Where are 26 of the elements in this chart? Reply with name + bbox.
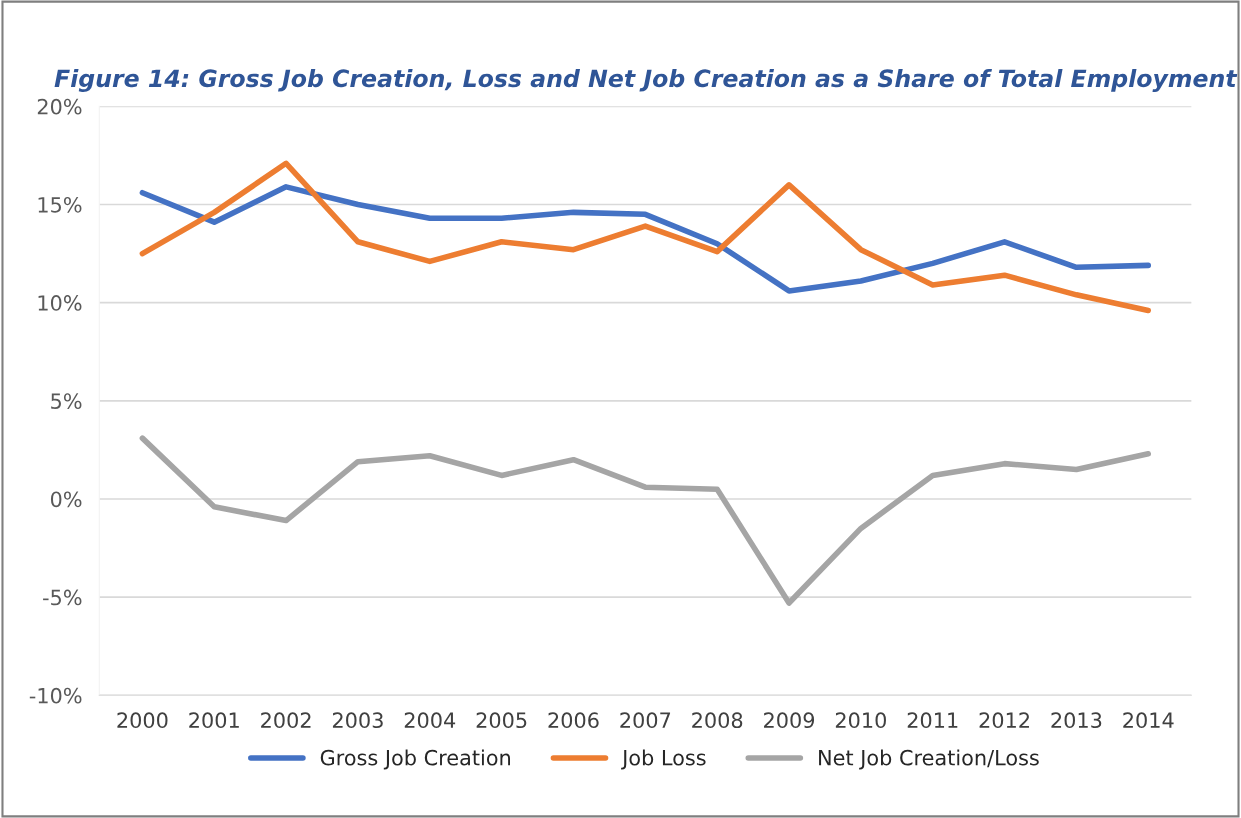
x-tick-label: 2007	[620, 712, 671, 729]
y-tick-label: -10%	[29, 687, 82, 704]
legend-label: Net Job Creation/Loss	[819, 749, 1039, 770]
legend-label: Gross Job Creation	[320, 749, 510, 770]
x-tick-label: 2001	[189, 712, 239, 729]
x-tick-label: 2003	[332, 712, 383, 729]
x-tick-label: 2013	[1051, 712, 1102, 729]
y-tick-label: 15%	[38, 196, 82, 213]
x-tick-label: 2006	[548, 712, 599, 729]
x-tick-label: 2008	[692, 712, 743, 729]
y-tick-label: 0%	[50, 491, 82, 508]
x-tick-label: 2005	[476, 712, 527, 729]
legend-label: Job Loss	[621, 749, 706, 770]
x-tick-label: 2011	[907, 712, 958, 729]
x-tick-label: 2000	[117, 712, 168, 729]
x-tick-label: 2002	[261, 712, 311, 729]
x-tick-label: 2014	[1123, 712, 1174, 729]
y-tick-label: 20%	[37, 98, 82, 115]
x-tick-label: 2004	[404, 712, 456, 729]
x-tick-label: 2012	[979, 712, 1029, 729]
chart-title: Figure 14: Gross Job Creation, Loss and Net Job Creation as a Share of Total Employment	[54, 68, 1238, 92]
x-tick-label: 2010	[835, 712, 886, 729]
y-tick-label: -5%	[43, 589, 82, 606]
y-tick-label: 10%	[38, 295, 82, 311]
y-tick-label: 5%	[51, 393, 82, 410]
x-tick-label: 2009	[764, 712, 815, 729]
